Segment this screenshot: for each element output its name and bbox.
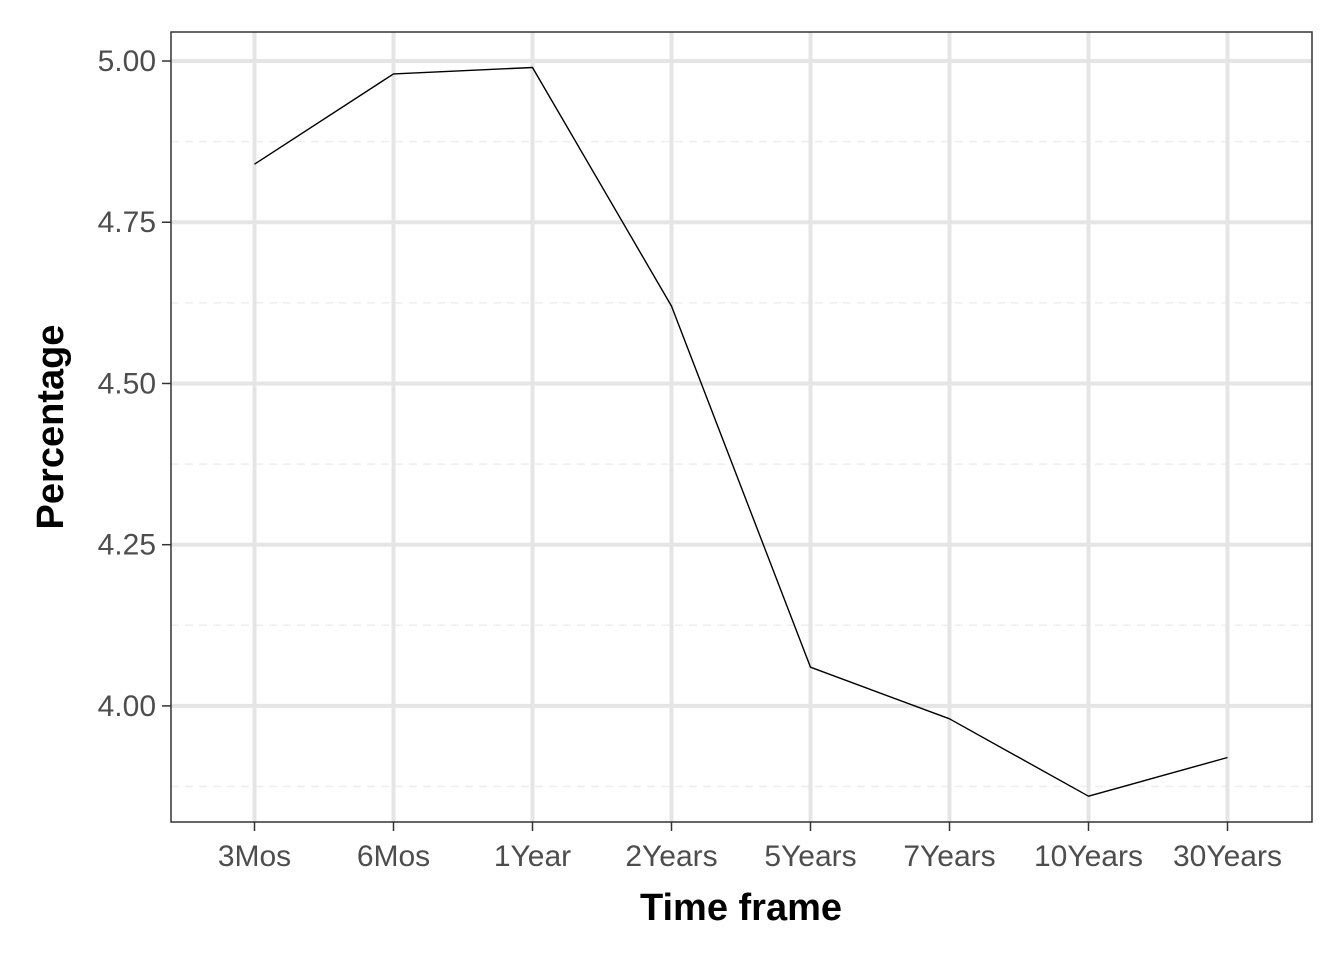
- series-line: [254, 66, 1228, 797]
- y-axis: 4.00 4.25 4.50 4.75 5.00: [98, 45, 171, 723]
- x-tick-label: 7Years: [903, 840, 995, 873]
- x-tick-label: 30Years: [1173, 840, 1282, 873]
- x-tick-label: 10Years: [1034, 840, 1143, 873]
- x-tick-label: 1Year: [494, 840, 571, 873]
- series-layer: [254, 66, 1228, 797]
- y-tick-label: 4.25: [98, 529, 156, 562]
- minor-grid: [171, 140, 1312, 788]
- x-tick-label: 2Years: [625, 840, 717, 873]
- y-axis-title: Percentage: [30, 325, 72, 530]
- y-tick-label: 4.50: [98, 367, 156, 400]
- x-tick-label: 3Mos: [218, 840, 291, 873]
- x-axis-title: Time frame: [640, 887, 842, 929]
- x-tick-label: 6Mos: [357, 840, 430, 873]
- y-tick-label: 5.00: [98, 45, 156, 78]
- panel-border: [170, 31, 1313, 823]
- x-axis: 3Mos 6Mos 1Year 2Years 5Years 7Years 10Years 30…: [218, 822, 1282, 873]
- y-tick-label: 4.00: [98, 690, 156, 723]
- major-grid: [171, 32, 1312, 822]
- y-tick-label: 4.75: [98, 206, 156, 239]
- x-tick-label: 5Years: [764, 840, 856, 873]
